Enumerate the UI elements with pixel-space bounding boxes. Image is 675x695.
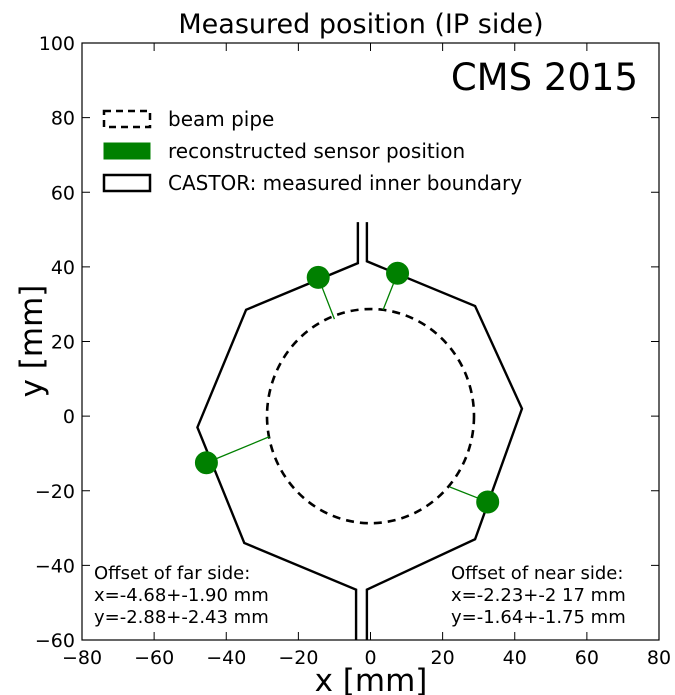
sensor-point-3 xyxy=(194,451,218,475)
x-tick-label: 60 xyxy=(575,647,599,669)
beam-pipe-circle xyxy=(265,307,476,525)
sensor-point-4 xyxy=(476,490,500,514)
legend-label-castor: CASTOR: measured inner boundary xyxy=(168,171,522,195)
y-tick-label: 80 xyxy=(51,108,75,130)
x-tick-label: 0 xyxy=(364,647,376,669)
legend-label-sensor: reconstructed sensor position xyxy=(168,139,465,163)
y-tick-label: 60 xyxy=(51,182,75,204)
far-side-y: y=-2.88+-2.43 mm xyxy=(94,607,269,628)
near-side-y: y=-1.64+-1.75 mm xyxy=(451,607,626,628)
x-axis-label: x [mm] xyxy=(315,663,428,695)
sensor-point-2 xyxy=(386,261,410,285)
x-tick-label: 80 xyxy=(647,647,671,669)
legend-swatch-beam-pipe xyxy=(102,109,152,129)
far-side-annotation: Offset of far side: x=-4.68+-1.90 mm y=-… xyxy=(94,563,269,628)
castor-boundary-right xyxy=(365,222,524,640)
data-layer xyxy=(194,222,524,640)
x-tick-label: −80 xyxy=(62,647,102,669)
x-tick-label: 20 xyxy=(431,647,455,669)
legend: beam pipe reconstructed sensor position … xyxy=(102,107,522,195)
near-side-annotation: Offset of near side: x=-2.23+-2 17 mm y=… xyxy=(451,563,626,628)
x-tick-label: 40 xyxy=(503,647,527,669)
chart-title: Measured position (IP side) xyxy=(178,9,543,40)
y-tick-label: 100 xyxy=(39,33,75,55)
sensor-point-1 xyxy=(306,265,330,289)
x-tick-label: −40 xyxy=(206,647,246,669)
legend-swatch-castor xyxy=(102,173,152,193)
y-tick-label: 0 xyxy=(63,406,75,428)
y-tick-label: −60 xyxy=(35,630,75,652)
y-tick-label: 40 xyxy=(51,257,75,279)
y-tick-label: −40 xyxy=(35,555,75,577)
legend-swatch-sensor xyxy=(103,142,151,160)
x-tick-label: −60 xyxy=(134,647,174,669)
near-side-x: x=-2.23+-2 17 mm xyxy=(451,585,626,606)
y-tick-label: 20 xyxy=(51,332,75,354)
tick-layer: −80 −60 −40 −20 0 20 40 60 80−60−40−200204060801… xyxy=(35,33,671,669)
experiment-label: CMS 2015 xyxy=(451,56,638,99)
far-side-x: x=-4.68+-1.90 mm xyxy=(94,585,269,606)
near-side-heading: Offset of near side: xyxy=(451,563,623,584)
castor-boundary-left xyxy=(196,222,360,640)
legend-label-beam-pipe: beam pipe xyxy=(168,107,274,131)
y-axis-label: y [mm] xyxy=(14,285,50,398)
plot-frame xyxy=(81,42,660,641)
y-tick-label: −20 xyxy=(35,481,75,503)
x-tick-label: −20 xyxy=(278,647,318,669)
far-side-heading: Offset of far side: xyxy=(94,563,250,584)
